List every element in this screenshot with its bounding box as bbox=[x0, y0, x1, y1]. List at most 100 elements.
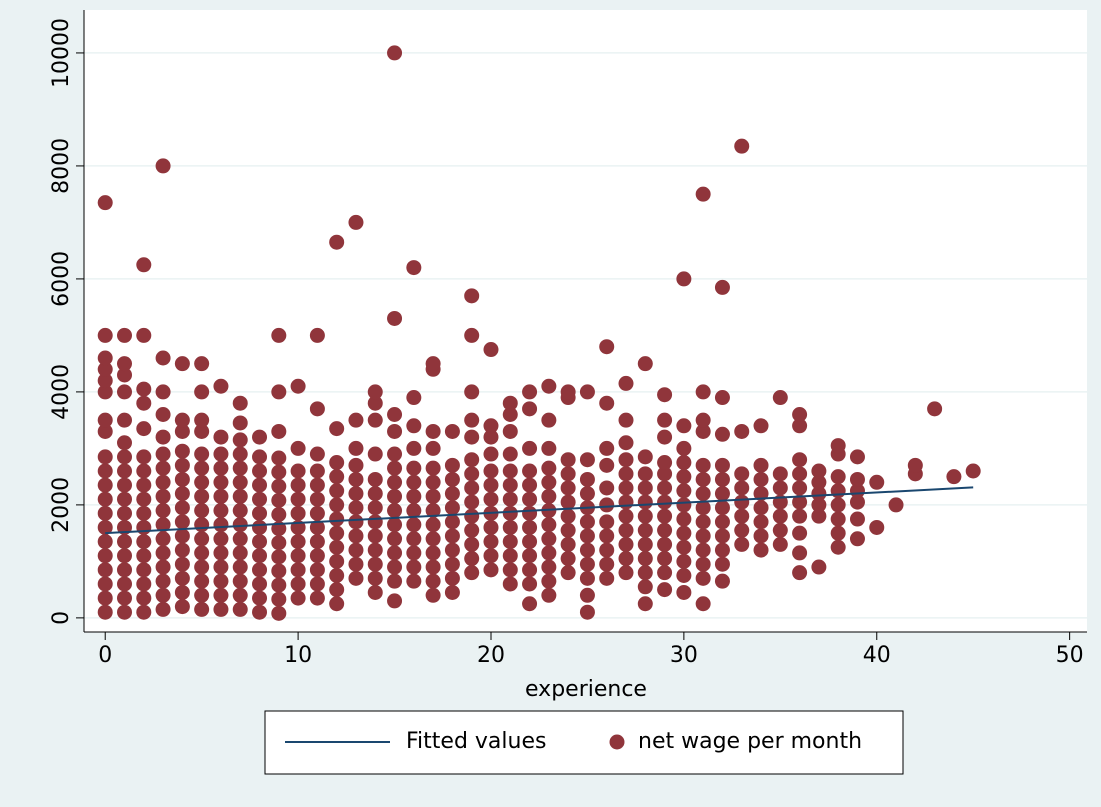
point bbox=[155, 559, 171, 575]
point bbox=[599, 339, 615, 355]
point bbox=[676, 271, 692, 287]
point bbox=[483, 562, 499, 578]
point bbox=[97, 373, 113, 389]
point bbox=[541, 587, 557, 603]
point bbox=[387, 593, 403, 609]
point bbox=[232, 601, 248, 617]
point bbox=[734, 423, 750, 439]
point bbox=[464, 536, 480, 552]
point bbox=[483, 446, 499, 462]
point bbox=[618, 508, 634, 524]
point bbox=[772, 466, 788, 482]
point bbox=[618, 452, 634, 468]
point bbox=[387, 503, 403, 519]
point bbox=[502, 446, 518, 462]
point bbox=[213, 446, 229, 462]
point bbox=[541, 460, 557, 476]
legend-label: Fitted values bbox=[406, 729, 546, 754]
point bbox=[155, 460, 171, 476]
point bbox=[97, 463, 113, 479]
point bbox=[676, 525, 692, 541]
point bbox=[464, 494, 480, 510]
point bbox=[811, 486, 827, 502]
point bbox=[869, 519, 885, 535]
point bbox=[695, 500, 711, 516]
point bbox=[329, 469, 345, 485]
point bbox=[541, 545, 557, 561]
point bbox=[695, 570, 711, 586]
point bbox=[425, 573, 441, 589]
point bbox=[136, 505, 152, 521]
point bbox=[252, 562, 268, 578]
point bbox=[232, 474, 248, 490]
point bbox=[271, 478, 287, 494]
point bbox=[849, 511, 865, 527]
point bbox=[252, 548, 268, 564]
point bbox=[522, 463, 538, 479]
point bbox=[174, 500, 190, 516]
point bbox=[483, 429, 499, 445]
point bbox=[599, 556, 615, 572]
point bbox=[174, 471, 190, 487]
point bbox=[406, 488, 422, 504]
point bbox=[309, 401, 325, 417]
point bbox=[174, 599, 190, 615]
point bbox=[637, 449, 653, 465]
point bbox=[637, 551, 653, 567]
point bbox=[522, 576, 538, 592]
point bbox=[792, 452, 808, 468]
point bbox=[676, 418, 692, 434]
point bbox=[213, 503, 229, 519]
point bbox=[329, 455, 345, 471]
point bbox=[117, 562, 133, 578]
point bbox=[695, 514, 711, 530]
point bbox=[329, 421, 345, 437]
point bbox=[367, 542, 383, 558]
point bbox=[194, 356, 210, 372]
point bbox=[541, 488, 557, 504]
point bbox=[329, 568, 345, 584]
point bbox=[676, 483, 692, 499]
point bbox=[155, 406, 171, 422]
point bbox=[522, 384, 538, 400]
point bbox=[136, 534, 152, 550]
point bbox=[232, 488, 248, 504]
point bbox=[117, 576, 133, 592]
point bbox=[502, 576, 518, 592]
point bbox=[406, 545, 422, 561]
point bbox=[367, 514, 383, 530]
point bbox=[444, 500, 460, 516]
point bbox=[213, 488, 229, 504]
point bbox=[464, 508, 480, 524]
point bbox=[464, 429, 480, 445]
point bbox=[657, 551, 673, 567]
point bbox=[271, 549, 287, 565]
point bbox=[387, 460, 403, 476]
point bbox=[367, 486, 383, 502]
point bbox=[117, 477, 133, 493]
point bbox=[714, 542, 730, 558]
point bbox=[772, 390, 788, 406]
point bbox=[753, 457, 769, 473]
point bbox=[174, 412, 190, 428]
point bbox=[213, 587, 229, 603]
point bbox=[811, 463, 827, 479]
point bbox=[232, 415, 248, 431]
point bbox=[541, 517, 557, 533]
point bbox=[734, 480, 750, 496]
point bbox=[599, 528, 615, 544]
point bbox=[425, 517, 441, 533]
point bbox=[599, 497, 615, 513]
point bbox=[618, 412, 634, 428]
point bbox=[329, 539, 345, 555]
point bbox=[194, 488, 210, 504]
point bbox=[232, 432, 248, 448]
point bbox=[252, 477, 268, 493]
point bbox=[97, 327, 113, 343]
point bbox=[579, 604, 595, 620]
point bbox=[155, 429, 171, 445]
point bbox=[252, 534, 268, 550]
point bbox=[425, 474, 441, 490]
point bbox=[522, 548, 538, 564]
point bbox=[406, 474, 422, 490]
